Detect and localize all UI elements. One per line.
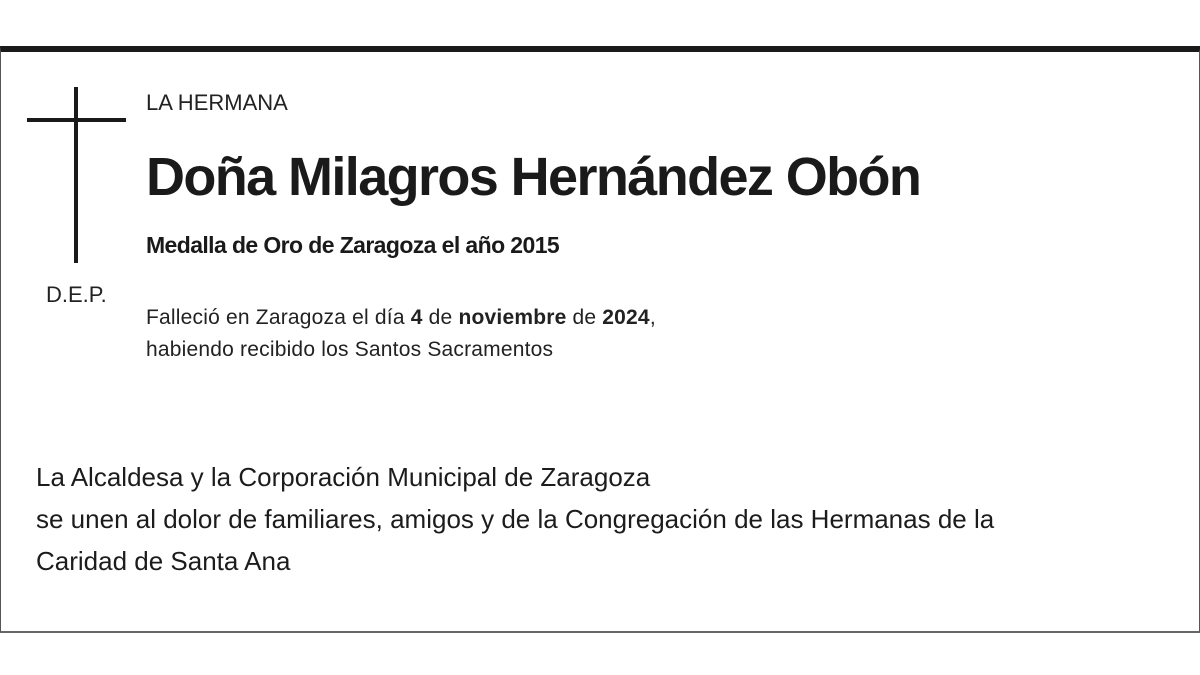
- death-day: 4: [410, 306, 423, 329]
- death-suffix: ,: [649, 306, 656, 329]
- death-line-1: Falleció en Zaragoza el día 4 de noviemb…: [146, 302, 656, 334]
- condolence-message: La Alcaldesa y la Corporación Municipal …: [36, 456, 994, 582]
- death-month: noviembre: [458, 306, 567, 329]
- cross-vertical: [74, 87, 78, 263]
- relation-label: LA HERMANA: [146, 90, 288, 115]
- death-year: 2024: [602, 306, 650, 329]
- death-details: Falleció en Zaragoza el día 4 de noviemb…: [146, 302, 656, 366]
- message-line: Caridad de Santa Ana: [36, 546, 291, 576]
- death-de: de: [566, 306, 603, 329]
- death-de: de: [422, 306, 459, 329]
- deceased-name: Doña Milagros Hernández Obón: [146, 147, 922, 207]
- message-line: se unen al dolor de familiares, amigos y…: [36, 504, 995, 534]
- message-line: La Alcaldesa y la Corporación Municipal …: [36, 462, 651, 492]
- dep-label: D.E.P.: [46, 282, 107, 307]
- distinction: Medalla de Oro de Zaragoza el año 2015: [146, 232, 560, 258]
- death-line-2: habiendo recibido los Santos Sacramentos: [146, 338, 554, 361]
- death-prefix: Falleció en Zaragoza el día: [146, 306, 411, 329]
- cross-horizontal: [27, 118, 126, 122]
